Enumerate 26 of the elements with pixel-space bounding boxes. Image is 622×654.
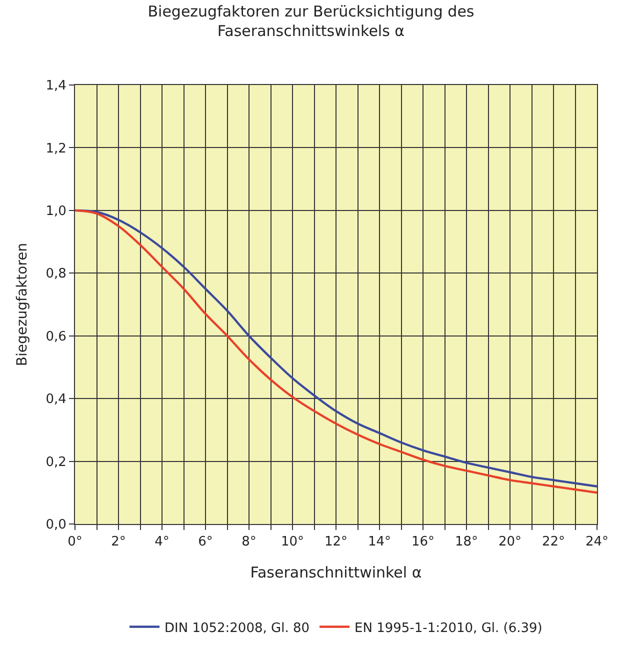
- y-tick-label: 0,6: [46, 329, 66, 344]
- y-tick-label: 0,2: [46, 454, 66, 470]
- x-tick-label: 6°: [198, 534, 213, 550]
- y-tick-label: 0,4: [46, 392, 66, 408]
- x-tick-label: 10°: [280, 534, 304, 550]
- legend-label: EN 1995-1-1:2010, Gl. (6.39): [354, 620, 542, 636]
- x-tick-label: 14°: [368, 534, 392, 550]
- x-axis-title: Faseranschnittwinkel α: [250, 564, 422, 582]
- y-tick-label: 1,4: [46, 78, 66, 94]
- x-tick-label: 8°: [242, 534, 256, 550]
- x-tick-label: 12°: [324, 534, 348, 550]
- x-tick-label: 22°: [542, 534, 566, 550]
- y-tick-label: 0,0: [46, 518, 66, 533]
- y-tick-label: 1,0: [46, 204, 66, 219]
- chart-title: Biegezugfaktoren zur Berücksichtigung des Faseranschnittswinkels α: [148, 2, 474, 40]
- x-tick-label: 4°: [154, 534, 170, 550]
- x-tick-label: 2°: [111, 534, 126, 550]
- x-tick-label: 16°: [411, 534, 435, 550]
- x-tick-label: 24°: [585, 534, 609, 550]
- x-tick-label: 20°: [498, 534, 522, 550]
- legend-label: DIN 1052:2008, Gl. 80: [164, 620, 310, 636]
- y-tick-label: 1,2: [46, 141, 66, 156]
- x-tick-label: 0°: [68, 534, 82, 550]
- y-tick-label: 0,8: [46, 266, 66, 282]
- y-axis-title: Biegezugfaktoren: [14, 242, 30, 366]
- x-tick-label: 18°: [454, 534, 478, 550]
